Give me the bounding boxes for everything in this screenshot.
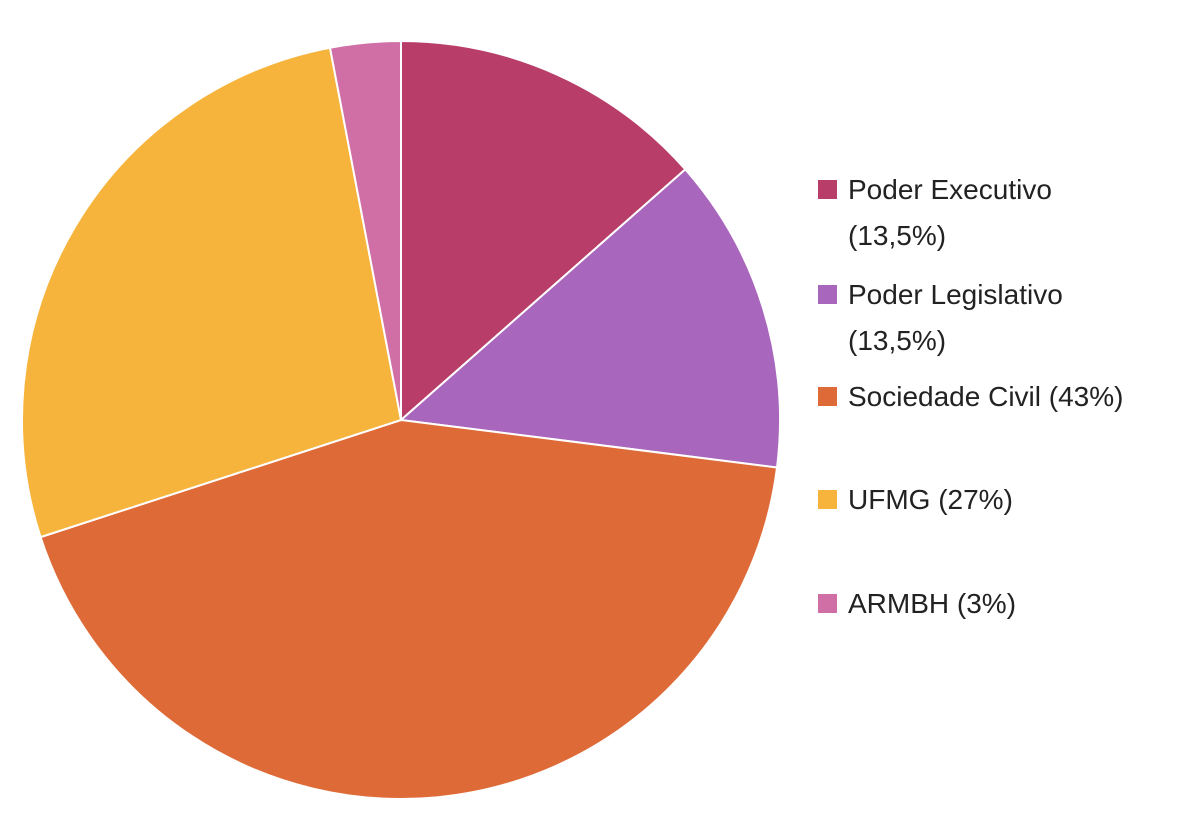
legend-swatch <box>818 490 837 509</box>
legend-entry: Poder Executivo (13,5%) <box>818 167 1138 259</box>
chart <box>21 39 781 800</box>
legend-entry: UFMG (27%) <box>818 477 1138 523</box>
legend-swatch <box>818 387 837 406</box>
pie-slice <box>398 167 781 469</box>
legend-swatch <box>818 285 837 304</box>
pie-slice <box>21 46 403 539</box>
legend-label: Poder Legislativo (13,5%) <box>848 279 1063 356</box>
pie-slice <box>328 39 402 421</box>
pie-slice <box>39 418 779 800</box>
legend-swatch <box>818 180 837 199</box>
legend-entry: Poder Legislativo (13,5%) <box>818 272 1138 364</box>
legend-label: Sociedade Civil (43%) <box>848 381 1124 412</box>
legend-swatch <box>818 594 837 613</box>
legend-label: UFMG (27%) <box>848 484 1013 515</box>
legend-entry: ARMBH (3%) <box>818 581 1138 627</box>
legend-entry: Sociedade Civil (43%) <box>818 374 1138 420</box>
legend-label: ARMBH (3%) <box>848 588 1017 619</box>
pie-slice <box>400 39 687 423</box>
legend-label: Poder Executivo (13,5%) <box>848 174 1052 251</box>
